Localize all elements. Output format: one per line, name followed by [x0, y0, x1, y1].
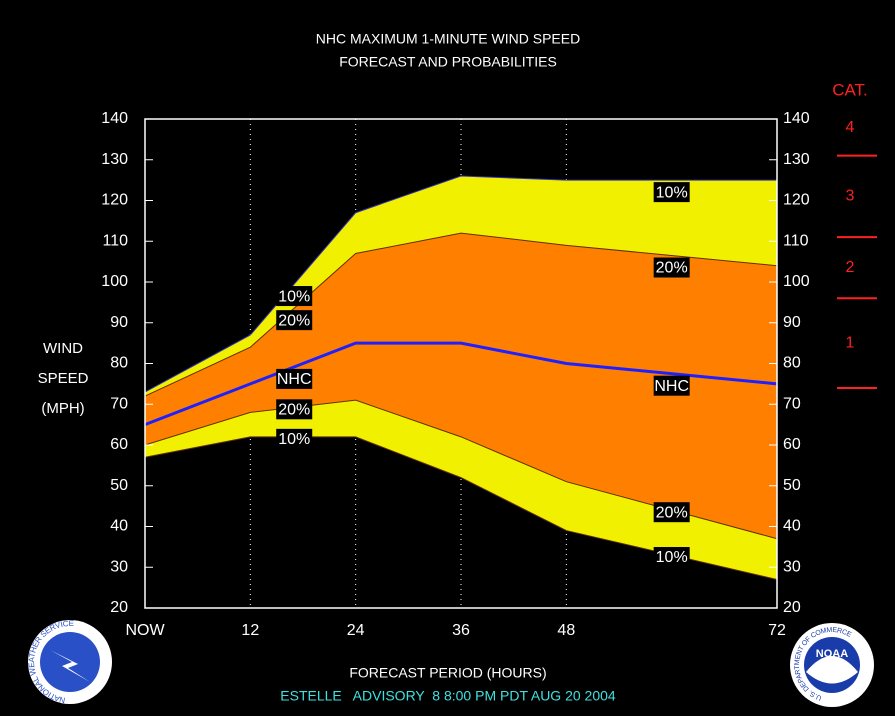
y2-tick-label: 140 [783, 110, 810, 127]
series-label: NHC [276, 368, 313, 389]
chart-title: NHC MAXIMUM 1-MINUTE WIND SPEED [316, 31, 580, 47]
x-tick-label: 24 [347, 622, 365, 639]
label-box [653, 182, 690, 203]
y-tick-label: 120 [101, 192, 128, 209]
series-label: 10% [653, 547, 690, 568]
x-tick-label: 48 [557, 622, 575, 639]
label-box [276, 286, 313, 307]
series-label-text: 20% [278, 402, 310, 419]
y-tick-label: 70 [110, 395, 128, 412]
y2-tick-label: 60 [783, 436, 801, 453]
noaa-logo: NOAA U.S. DEPARTMENT OF COMMERCE [790, 623, 874, 707]
x-tick-label: 36 [452, 622, 470, 639]
band-edge [144, 399, 778, 540]
band-edge [144, 175, 777, 393]
y-tick-label: 130 [101, 151, 128, 168]
y-tick-label: 100 [101, 273, 128, 290]
label-box [276, 428, 313, 449]
series-label: 10% [276, 286, 313, 307]
y2-tick-label: 20 [783, 599, 801, 616]
y2-tick-label: 120 [783, 192, 810, 209]
y2-tick-label: 100 [783, 273, 810, 290]
series-label-text: 20% [278, 312, 310, 329]
y2-tick-label: 70 [783, 395, 801, 412]
series-label: 20% [276, 399, 313, 420]
logo-gull [806, 656, 858, 684]
probability-band [145, 233, 777, 539]
label-box [276, 368, 313, 389]
y-tick-label: 110 [102, 232, 128, 249]
series-label-text: 10% [656, 184, 688, 201]
y-tick-label: 30 [110, 558, 128, 575]
series-label-text: 10% [278, 431, 310, 448]
y-tick-label: 20 [110, 599, 128, 616]
y2-tick-label: 30 [783, 558, 801, 575]
y-axis-label: (MPH) [41, 400, 84, 417]
series-label-text: NHC [654, 378, 689, 395]
series-label: NHC [653, 375, 690, 396]
series-label-text: 10% [278, 288, 310, 305]
category-title: CAT. [832, 80, 868, 99]
band-edge [144, 232, 778, 397]
x-tick-label: 12 [241, 622, 259, 639]
label-box [653, 502, 690, 523]
series-label: 10% [276, 428, 313, 449]
series-label-text: NHC [277, 371, 312, 388]
y-axis-label: WIND [43, 340, 83, 357]
x-tick-label: NOW [125, 622, 165, 639]
y-tick-label: 60 [110, 436, 128, 453]
label-box [653, 375, 690, 396]
label-box [276, 399, 313, 420]
y-tick-label: 90 [110, 314, 128, 331]
label-box [653, 547, 690, 568]
y2-tick-label: 90 [783, 314, 801, 331]
chart-subtitle: FORECAST AND PROBABILITIES [339, 54, 557, 70]
y2-tick-label: 110 [783, 232, 809, 249]
category-label: 1 [846, 334, 855, 351]
series-label: 20% [276, 310, 313, 331]
logo-bolt [50, 650, 90, 682]
footer: ESTELLE ADVISORY 8 8:00 PM PDT AUG 20 20… [280, 688, 616, 704]
series-label: 20% [653, 257, 690, 278]
logo-label: NOAA [816, 648, 848, 660]
y2-tick-label: 50 [783, 477, 801, 494]
y2-tick-label: 80 [783, 355, 801, 372]
logo-disc [40, 632, 100, 692]
x-axis-label: FORECAST PERIOD (HOURS) [349, 665, 546, 681]
category-label: 3 [846, 188, 855, 205]
category-label: 4 [846, 119, 855, 136]
y-axis-label: SPEED [38, 370, 89, 387]
label-box [653, 257, 690, 278]
y-tick-label: 140 [101, 110, 128, 127]
x-tick-label: 72 [768, 622, 786, 639]
category-label: 2 [846, 259, 855, 276]
y-tick-label: 40 [110, 518, 128, 535]
forecast-line [144, 341, 778, 427]
label-box [276, 310, 313, 331]
band-edge [144, 436, 778, 580]
y-tick-label: 50 [110, 477, 128, 494]
series-label: 10% [653, 182, 690, 203]
y2-tick-label: 40 [783, 518, 801, 535]
series-label-text: 10% [656, 549, 688, 566]
y-tick-label: 80 [110, 355, 128, 372]
series-label-text: 20% [656, 504, 688, 521]
y2-tick-label: 130 [783, 151, 810, 168]
nws-logo: NATIONAL WEATHER SERVICE [27, 619, 112, 705]
series-label: 20% [653, 502, 690, 523]
series-label-text: 20% [656, 260, 688, 277]
